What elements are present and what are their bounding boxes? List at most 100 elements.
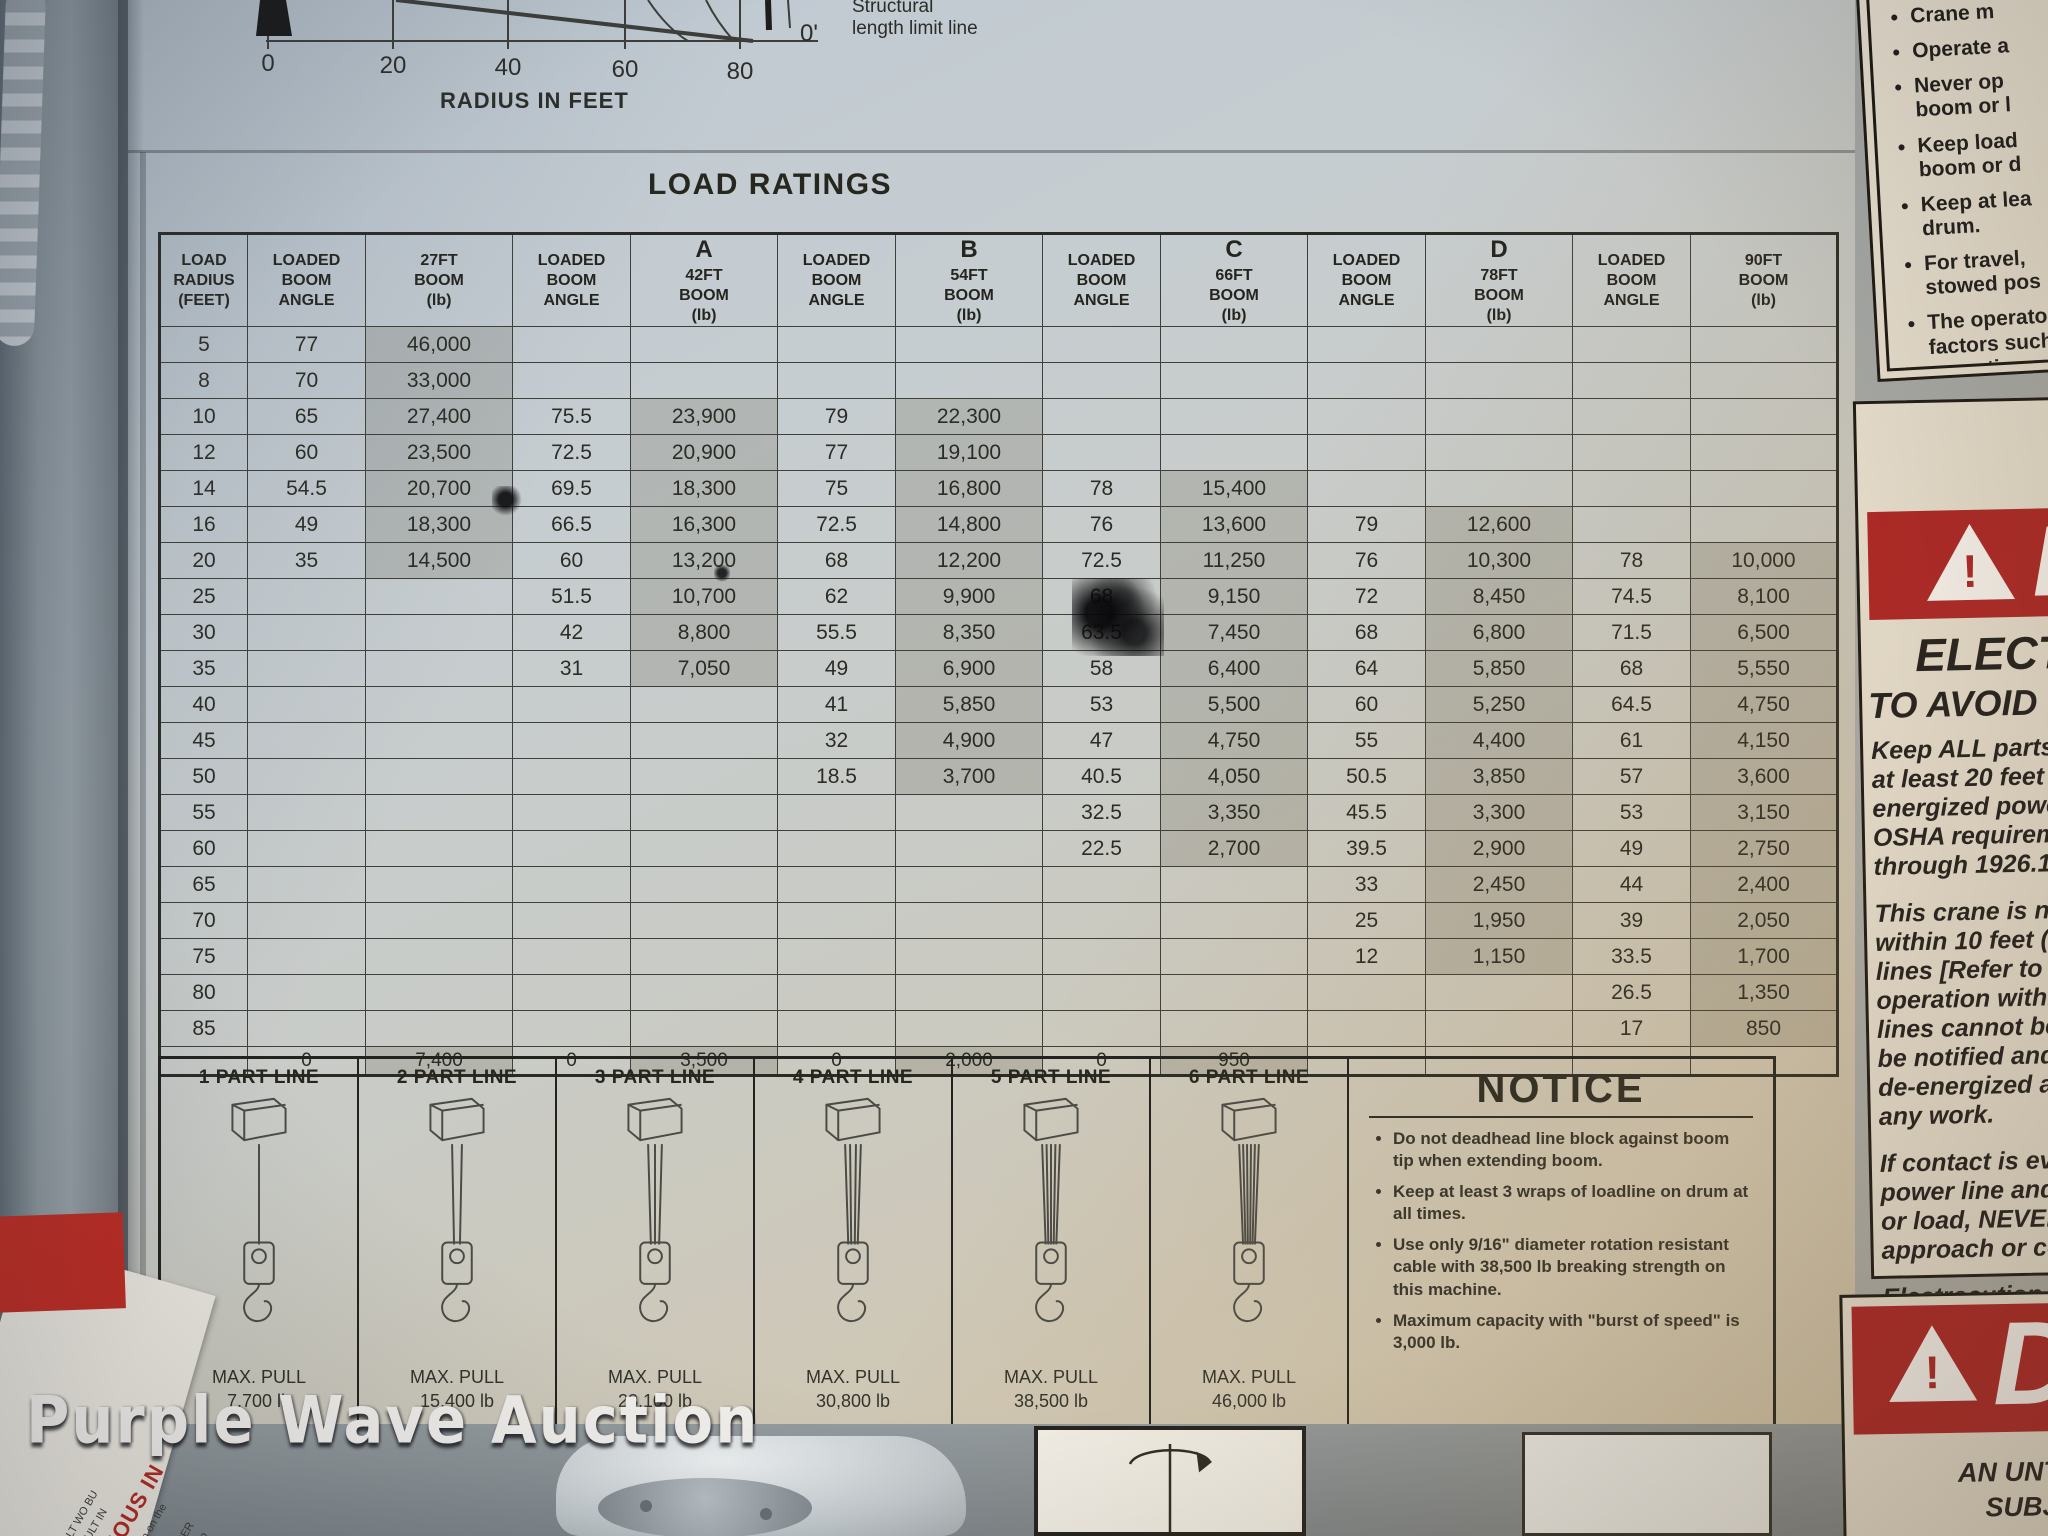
axis-tick-80: 80 bbox=[726, 58, 754, 85]
boom-angle-cell: 70 bbox=[247, 362, 366, 399]
boom-angle-cell bbox=[247, 578, 366, 615]
load-ratings-title: LOAD RATINGS bbox=[647, 168, 893, 201]
load-radius-cell: 14 bbox=[159, 470, 248, 507]
part-line-column: 1 PART LINE MAX. PULL 7,700 lb bbox=[161, 1059, 359, 1425]
max-pull-label: MAX. PULL bbox=[1201, 1367, 1297, 1388]
safety-bullet: Crane m bbox=[1910, 0, 2048, 29]
working-range-diagram bbox=[256, 0, 818, 49]
hook-block-drawing bbox=[627, 1097, 683, 1322]
flange-circle bbox=[598, 1478, 812, 1536]
capacity-cell: 8,800 bbox=[630, 614, 778, 651]
boom-angle-cell bbox=[1307, 362, 1426, 399]
capacity-cell bbox=[895, 326, 1043, 363]
boom-angle-cell: 26.5 bbox=[1572, 974, 1691, 1011]
column-header: A 42FT BOOM (lb) bbox=[630, 233, 778, 327]
capacity-cell: 18,300 bbox=[630, 470, 778, 507]
column-header-line: BOOM bbox=[1341, 271, 1392, 289]
zero-foot-mark: 0' bbox=[800, 20, 818, 47]
table-row: 65 33 2,450 44 2,400 bbox=[159, 866, 1838, 903]
boom-angle-cell: 76 bbox=[1307, 542, 1426, 579]
boom-angle-cell: 42 bbox=[512, 614, 631, 651]
column-header: C 66FT BOOM (lb) bbox=[1160, 233, 1308, 327]
notice-bullet-list: Do not deadhead line block against boom … bbox=[1369, 1128, 1753, 1354]
boom-angle-cell: 75.5 bbox=[512, 398, 631, 435]
load-radius-cell: 25 bbox=[159, 578, 248, 615]
boom-angle-cell: 49 bbox=[1572, 830, 1691, 867]
column-header-line: BOOM bbox=[1606, 271, 1657, 289]
load-radius-cell: 60 bbox=[159, 830, 248, 867]
boom-angle-cell bbox=[1042, 974, 1161, 1011]
capacity-cell bbox=[1690, 326, 1838, 363]
part-line-column: 2 PART LINE MAX. PULL 15,400 lb bbox=[359, 1059, 557, 1425]
boom-angle-cell: 22.5 bbox=[1042, 830, 1161, 867]
boom-angle-cell bbox=[247, 614, 366, 651]
table-row: 8 70 33,000 bbox=[159, 362, 1838, 399]
boom-angle-cell: 53 bbox=[1042, 686, 1161, 723]
table-footer-row: 0 7,400 0 3,500 0 2,000 0 950 bbox=[159, 1046, 1838, 1076]
column-header-line: (lb) bbox=[1751, 291, 1776, 309]
max-pull-value: 38,500 lb bbox=[1013, 1390, 1089, 1411]
capacity-cell bbox=[1160, 938, 1308, 975]
electrocution-paragraphs: Keep ALL parts oat least 20 feet (6energ… bbox=[1863, 721, 2048, 1342]
load-radius-cell: 65 bbox=[159, 866, 248, 903]
capacity-cell bbox=[630, 830, 778, 867]
capacity-cell bbox=[1160, 326, 1308, 363]
table-row: 50 18.5 3,700 40.5 4,050 50.5 3,850 57 3,600 bbox=[159, 758, 1838, 795]
boom-angle-cell bbox=[512, 938, 631, 975]
column-header-line: 90FT bbox=[1744, 251, 1783, 269]
hook-block-drawing bbox=[1023, 1097, 1079, 1322]
load-radius-cell: 80 bbox=[159, 974, 248, 1011]
capacity-cell bbox=[630, 1010, 778, 1047]
capacity-cell: 3,300 bbox=[1425, 794, 1573, 831]
capacity-cell: 22,300 bbox=[895, 398, 1043, 435]
danger-electrocution-panel: ! D ELECTRO TO AVOID DE Keep ALL parts o… bbox=[1852, 394, 2048, 1341]
notice-title: NOTICE bbox=[1369, 1067, 1753, 1118]
boom-angle-cell: 72.5 bbox=[1042, 542, 1161, 579]
column-header: LOADED BOOM ANGLE bbox=[1042, 233, 1161, 327]
boom-angle-cell bbox=[247, 1010, 366, 1047]
column-header-line: 54FT bbox=[950, 267, 988, 284]
capacity-cell: 5,250 bbox=[1425, 686, 1573, 723]
boom-angle-cell: 76 bbox=[1042, 506, 1161, 543]
capacity-cell: 850 bbox=[1690, 1010, 1838, 1047]
boom-angle-cell: 31 bbox=[512, 650, 631, 687]
capacity-cell bbox=[1160, 434, 1308, 471]
part-line-label: 5 PART LINE bbox=[990, 1067, 1112, 1088]
capacity-cell: 2,050 bbox=[1690, 902, 1838, 939]
capacity-cell bbox=[1425, 362, 1573, 399]
boom-angle-cell: 72.5 bbox=[777, 506, 896, 543]
column-header-line: LOADED bbox=[537, 251, 606, 269]
boom-angle-cell bbox=[1572, 470, 1691, 507]
boom-angle-cell: 45.5 bbox=[1307, 794, 1426, 831]
capacity-cell bbox=[895, 794, 1043, 831]
capacity-cell: 12,600 bbox=[1425, 506, 1573, 543]
boom-angle-cell bbox=[247, 650, 366, 687]
capacity-cell bbox=[895, 1010, 1043, 1047]
part-line-column: 5 PART LINE MAX. PULL 38,500 lb bbox=[953, 1059, 1151, 1425]
swing-diagram-box bbox=[1034, 1426, 1306, 1536]
boom-angle-cell: 64 bbox=[1307, 650, 1426, 687]
table-row: 30 42 8,800 55.5 8,350 63.5 7,450 68 6,800 71.5 6,… bbox=[159, 614, 1838, 651]
capacity-cell: 5,850 bbox=[1425, 650, 1573, 687]
capacity-cell: 6,900 bbox=[895, 650, 1043, 687]
warning-paragraph-line: power line and any pa bbox=[1880, 1173, 2048, 1207]
capacity-cell: 19,100 bbox=[895, 434, 1043, 471]
capacity-cell: 3,350 bbox=[1160, 794, 1308, 831]
capacity-cell: 4,050 bbox=[1160, 758, 1308, 795]
boom-angle-cell: 54.5 bbox=[247, 470, 366, 507]
capacity-cell: 14,800 bbox=[895, 506, 1043, 543]
column-header-line: ANGLE bbox=[278, 291, 335, 309]
boom-angle-cell bbox=[512, 866, 631, 903]
boom-angle-cell: 68 bbox=[1572, 650, 1691, 687]
boom-angle-cell: 60 bbox=[512, 542, 631, 579]
capacity-cell bbox=[365, 722, 513, 759]
capacity-cell: 4,400 bbox=[1425, 722, 1573, 759]
auction-watermark: Purple Wave Auction bbox=[26, 1382, 760, 1459]
warning-paragraph-line: If contact is ever acc bbox=[1879, 1145, 2048, 1178]
capacity-cell: 6,400 bbox=[1160, 650, 1308, 687]
axis-tick-20: 20 bbox=[379, 52, 407, 79]
boom-angle-cell bbox=[247, 902, 366, 939]
column-header-line: BOOM bbox=[1076, 271, 1127, 289]
